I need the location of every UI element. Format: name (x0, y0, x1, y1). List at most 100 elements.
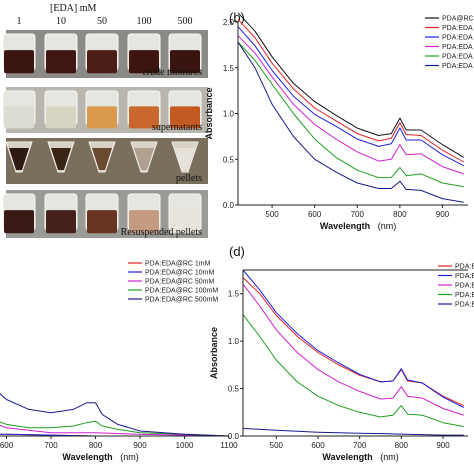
x-axis-unit: (nm) (378, 221, 397, 231)
y-tick-label: 1.0 (223, 110, 235, 119)
y-axis-title: Absorbance (204, 87, 214, 139)
pellet (175, 148, 195, 170)
legend-entry: PDA:EDA (455, 283, 474, 290)
panel-b-chart: (b) 500 600 700 800 900 0.0 0.5 1.0 1.5 2.0 Wavele… (204, 10, 474, 231)
series-line (242, 314, 464, 427)
panel-a-photos: [EDA] mM 1 10 50 100 500 crude mixtures supern… (2, 3, 208, 238)
legend-entry: PDA:EDA@RC 500mM (145, 297, 218, 304)
series-line (237, 41, 464, 203)
panel-b-letter: (b) (229, 10, 245, 25)
vial-liquid (4, 50, 34, 74)
legend-entry: PDA:EDA (455, 292, 474, 299)
series-line (237, 26, 464, 167)
vial-liquid (129, 106, 159, 129)
row-label: crude mixtures (142, 67, 202, 78)
vial-liquid (4, 106, 34, 129)
y-tick-label: 1.0 (228, 337, 240, 346)
x-tick-label: 900 (436, 210, 450, 219)
concentration-label: 500 (178, 16, 193, 27)
series-line (237, 35, 464, 175)
y-tick-label: 1.5 (228, 290, 240, 299)
legend-entry: PDA@RC (442, 16, 474, 23)
series-line (242, 277, 465, 407)
x-tick-label: 600 (0, 441, 14, 450)
legend-entry: PDA:EDA@RC 1mM (145, 261, 211, 268)
panel-d-chart: (d) 500 600 700 800 900 0.0 0.5 1.0 1.5 Wavelengt… (209, 244, 474, 462)
x-tick-label: 500 (265, 210, 279, 219)
y-tick-label: 0.0 (228, 432, 240, 441)
series-line (237, 18, 464, 163)
x-tick-label: 600 (311, 441, 325, 450)
pellet (9, 148, 29, 170)
legend-entry: PDA:EDA (442, 35, 473, 42)
series-line (237, 41, 464, 188)
x-tick-label: 1000 (176, 441, 194, 450)
vial-liquid (170, 106, 200, 129)
vial-liquid (170, 210, 200, 234)
series-line (242, 427, 464, 436)
series-line (0, 393, 230, 437)
x-tick-label: 600 (308, 210, 322, 219)
panel-c-chart: 600 700 800 900 1000 1100 Wavelength (nm) PDA:ED… (0, 261, 238, 462)
legend-entry: PDA:EDA (442, 44, 473, 51)
vial-liquid (129, 210, 159, 234)
x-tick-label: 700 (44, 441, 58, 450)
x-axis-title: Wavelength (320, 221, 370, 231)
y-tick-label: 1.5 (223, 64, 235, 73)
vial-liquid (46, 50, 76, 74)
x-axis-unit: (nm) (120, 452, 139, 462)
x-tick-label: 800 (393, 210, 407, 219)
legend-entry: PDA:EDA (455, 302, 474, 309)
legend-entry: PDA:EDA (442, 63, 473, 70)
series-line (0, 420, 230, 437)
legend-entry: PDA:EDA (442, 54, 473, 61)
x-axis-unit: (nm) (380, 452, 399, 462)
vial-liquid (87, 50, 117, 74)
series-line (242, 283, 464, 416)
x-axis-title: Wavelength (62, 452, 112, 462)
concentration-label: 1 (17, 16, 22, 27)
x-tick-label: 700 (351, 210, 365, 219)
series-line (0, 424, 230, 437)
row-label: supernatants (152, 122, 202, 133)
x-tick-label: 700 (353, 441, 367, 450)
vial-liquid (46, 106, 76, 129)
series-line (242, 269, 465, 408)
x-tick-label: 900 (436, 441, 450, 450)
concentration-label: 10 (56, 16, 66, 27)
pellet (92, 148, 112, 170)
row-label: Resuspended pellets (121, 227, 202, 238)
y-tick-label: 0.0 (223, 201, 235, 210)
legend-entry: PDA:EDA@RC 10mM (145, 270, 215, 277)
x-tick-label: 900 (133, 441, 147, 450)
legend-entry: PDA:EDA (455, 273, 474, 280)
concentration-label: 100 (137, 16, 152, 27)
legend-entry: PDA:EDA@RC 100mM (145, 288, 218, 295)
legend-entry: PDA:EDA@RC 50mM (145, 279, 215, 286)
panel-d-letter: (d) (229, 244, 245, 259)
x-tick-label: 1100 (220, 441, 238, 450)
x-axis-title: Wavelength (322, 452, 372, 462)
pellet (51, 148, 71, 170)
vial-liquid (46, 210, 76, 234)
y-axis-title: Absorbance (209, 327, 219, 379)
vial-liquid (4, 210, 34, 234)
vial-liquid (170, 50, 200, 74)
row-label: pellets (176, 173, 202, 184)
x-tick-label: 800 (89, 441, 103, 450)
x-tick-label: 800 (395, 441, 409, 450)
vial-liquid (87, 210, 117, 234)
concentration-label: 50 (97, 16, 107, 27)
vial-liquid (87, 106, 117, 129)
vial-liquid (129, 50, 159, 74)
pellet (134, 148, 154, 170)
legend-entry: PDA:EDA (455, 264, 474, 271)
x-tick-label: 500 (270, 441, 284, 450)
y-tick-label: 2.0 (223, 18, 235, 27)
y-tick-label: 0.5 (223, 155, 235, 164)
series-line (237, 12, 464, 158)
legend-entry: PDA:EDA (442, 25, 473, 32)
eda-header: [EDA] mM (50, 3, 96, 14)
y-tick-label: 0.5 (228, 385, 240, 394)
